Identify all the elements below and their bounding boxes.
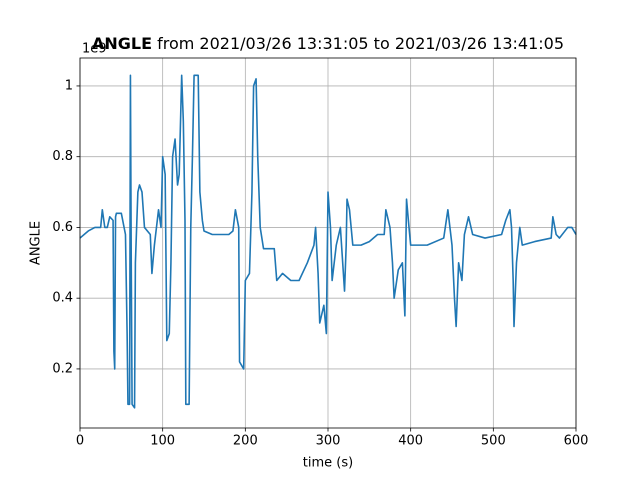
y-tick-label: 0.4 <box>52 291 73 306</box>
y-tick-label: 0.6 <box>52 220 73 235</box>
x-tick-label: 400 <box>398 434 423 449</box>
x-tick-label: 500 <box>481 434 506 449</box>
title-rest: from 2021/03/26 13:31:05 to 2021/03/26 1… <box>157 34 564 53</box>
y-axis-label: ANGLE <box>29 221 44 265</box>
x-tick-label: 100 <box>150 434 175 449</box>
x-tick-label: 300 <box>316 434 341 449</box>
x-axis-label: time (s) <box>303 456 353 471</box>
x-tick-label: 0 <box>76 434 84 449</box>
x-tick-label: 200 <box>233 434 258 449</box>
data-line <box>79 74 577 409</box>
y-tick-label: 1 <box>65 78 73 93</box>
chart-title: ANGLE from 2021/03/26 13:31:05 to 2021/0… <box>92 34 564 53</box>
offset-label: 1e9 <box>82 42 107 57</box>
y-tick-label: 0.2 <box>52 361 73 376</box>
x-tick-label: 600 <box>564 434 589 449</box>
plot-frame <box>79 57 577 429</box>
title-bold: ANGLE <box>92 34 152 53</box>
y-tick-label: 0.8 <box>52 149 73 164</box>
